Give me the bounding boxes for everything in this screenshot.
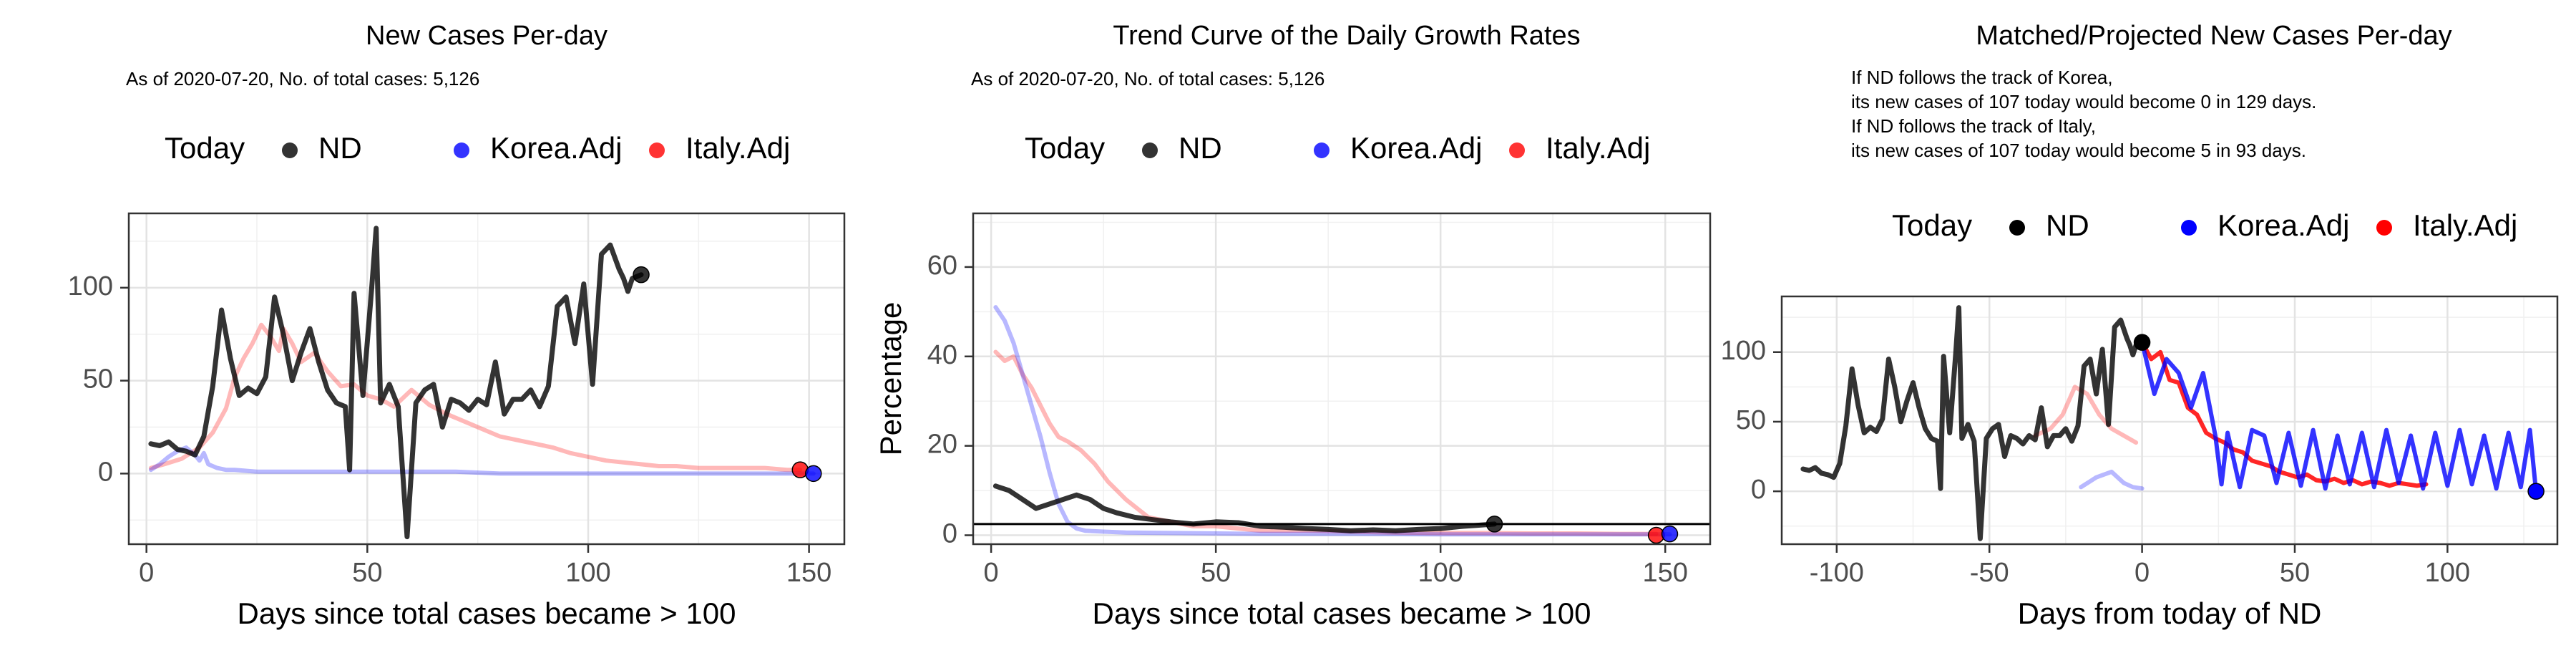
series-line-italy-adj bbox=[2033, 385, 2139, 445]
x-tick-label: -100 bbox=[1810, 558, 1864, 588]
chart-title: Matched/Projected New Cases Per-day bbox=[1976, 21, 2451, 51]
legend-title: Today bbox=[1892, 208, 1972, 242]
today-point bbox=[2527, 483, 2545, 500]
today-point bbox=[805, 465, 822, 483]
series-line-korea-adj bbox=[148, 445, 816, 476]
x-tick-label: 100 bbox=[1418, 558, 1463, 588]
gridlines bbox=[1782, 296, 2557, 544]
chart-legend: Today ND Korea.Adj Italy.Adj bbox=[165, 131, 790, 165]
series-line-italy-adj bbox=[148, 322, 803, 473]
x-tick-label: 50 bbox=[352, 558, 382, 588]
series-layer bbox=[973, 305, 1710, 544]
x-axis-label: Days since total cases became > 100 bbox=[238, 596, 736, 630]
series-line-korea-adj-projection bbox=[2140, 340, 2539, 494]
plot-area bbox=[973, 213, 1710, 544]
y-tick-label: 0 bbox=[98, 457, 113, 487]
y-tick-label: 100 bbox=[1721, 336, 1766, 366]
chart-subtitle: If ND follows the track of Korea, bbox=[1851, 67, 2113, 88]
series-line-nd bbox=[148, 226, 644, 540]
chart-panel-2: Trend Curve of the Daily Growth Rates As … bbox=[874, 21, 1712, 630]
chart-panel-3: Matched/Projected New Cases Per-day If ND… bbox=[1721, 21, 2559, 630]
y-tick-label: 50 bbox=[1736, 405, 1766, 435]
legend-entry: ND bbox=[1179, 131, 1222, 165]
legend-entry: ND bbox=[318, 131, 362, 165]
series-line-nd bbox=[992, 483, 1497, 533]
chart-legend: Today ND Korea.Adj Italy.Adj bbox=[1892, 208, 2517, 242]
legend-key bbox=[1142, 142, 1158, 158]
legend-key bbox=[2376, 220, 2392, 236]
chart-subtitle: its new cases of 107 today would become … bbox=[1851, 140, 2306, 161]
plot-border bbox=[1780, 295, 2559, 546]
x-tick-label: 100 bbox=[565, 558, 610, 588]
x-tick-label: -50 bbox=[1970, 558, 2009, 588]
legend-entry: Korea.Adj bbox=[1350, 131, 1482, 165]
legend-key bbox=[1509, 142, 1525, 158]
legend-key bbox=[649, 142, 665, 158]
y-axis-label: Percentage bbox=[874, 302, 907, 456]
series-line-nd bbox=[1800, 305, 2145, 541]
x-axis-label: Days from today of ND bbox=[2018, 596, 2322, 630]
plot-border bbox=[127, 212, 846, 546]
gridlines bbox=[129, 213, 844, 544]
chart-subtitle: If ND follows the track of Italy, bbox=[1851, 115, 2096, 137]
y-tick-label: 100 bbox=[68, 271, 113, 301]
legend-entry: Italy.Adj bbox=[2413, 208, 2517, 242]
series-line-korea-adj bbox=[993, 305, 1672, 537]
legend-key bbox=[2181, 220, 2197, 236]
y-tick-label: 0 bbox=[942, 519, 957, 549]
legend-key bbox=[2009, 220, 2025, 236]
series-layer bbox=[1800, 305, 2545, 541]
chart-legend: Today ND Korea.Adj Italy.Adj bbox=[1025, 131, 1650, 165]
chart-subtitle: As of 2020-07-20, No. of total cases: 5,… bbox=[971, 68, 1324, 90]
legend-entry: Italy.Adj bbox=[686, 131, 790, 165]
plot-area bbox=[1782, 296, 2557, 544]
x-tick-label: 100 bbox=[2425, 558, 2470, 588]
today-point bbox=[1661, 525, 1679, 543]
chart-subtitle: its new cases of 107 today would become … bbox=[1851, 91, 2316, 112]
gridlines bbox=[973, 213, 1710, 544]
today-point bbox=[2133, 334, 2151, 351]
legend-entry: Korea.Adj bbox=[490, 131, 622, 165]
x-tick-label: 50 bbox=[1201, 558, 1231, 588]
x-tick-label: 50 bbox=[2280, 558, 2310, 588]
legend-entry: Korea.Adj bbox=[2218, 208, 2349, 242]
today-point bbox=[633, 266, 650, 284]
y-tick-label: 20 bbox=[927, 430, 957, 460]
plot-border bbox=[972, 212, 1712, 546]
x-tick-label: 150 bbox=[786, 558, 831, 588]
x-tick-label: 150 bbox=[1642, 558, 1687, 588]
legend-entry: ND bbox=[2046, 208, 2089, 242]
x-tick-label: 0 bbox=[2135, 558, 2150, 588]
legend-key bbox=[1314, 142, 1330, 158]
legend-key bbox=[454, 142, 469, 158]
chart-panel-1: New Cases Per-day As of 2020-07-20, No. o… bbox=[68, 21, 846, 630]
legend-entry: Italy.Adj bbox=[1546, 131, 1650, 165]
today-point bbox=[1485, 516, 1503, 533]
x-tick-label: 0 bbox=[984, 558, 999, 588]
legend-title: Today bbox=[1025, 131, 1105, 165]
y-tick-label: 0 bbox=[1751, 475, 1766, 505]
y-tick-label: 40 bbox=[927, 340, 957, 370]
chart-title: New Cases Per-day bbox=[366, 21, 608, 51]
legend-title: Today bbox=[165, 131, 245, 165]
chart-subtitle: As of 2020-07-20, No. of total cases: 5,… bbox=[126, 68, 479, 90]
legend-key bbox=[282, 142, 298, 158]
series-line-korea-adj bbox=[2079, 469, 2145, 491]
y-tick-label: 50 bbox=[83, 364, 113, 395]
series-layer bbox=[148, 226, 822, 540]
x-axis-label: Days since total cases became > 100 bbox=[1093, 596, 1591, 630]
y-tick-label: 60 bbox=[927, 251, 957, 281]
plot-area bbox=[129, 213, 844, 544]
x-tick-label: 0 bbox=[139, 558, 154, 588]
chart-title: Trend Curve of the Daily Growth Rates bbox=[1113, 21, 1580, 51]
